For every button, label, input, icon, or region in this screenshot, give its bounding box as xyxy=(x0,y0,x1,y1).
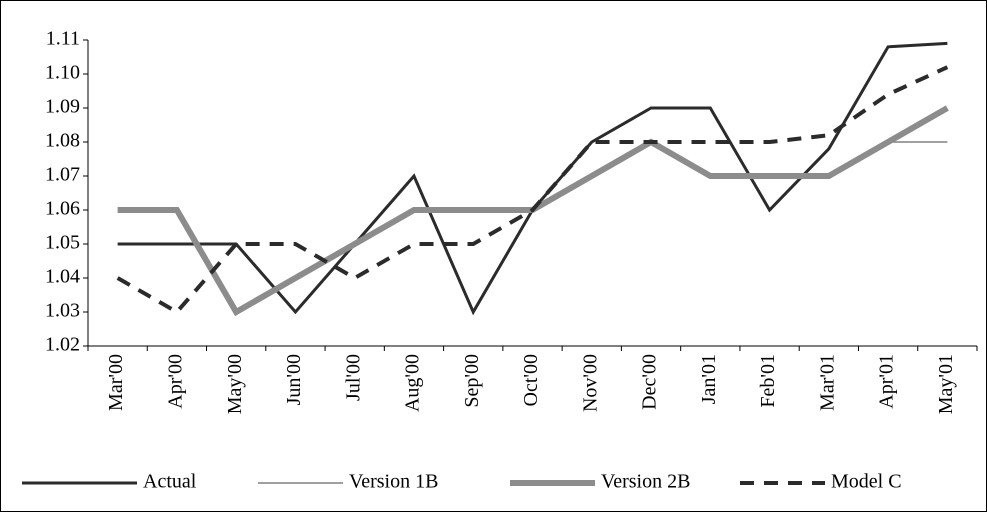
series-line xyxy=(116,65,949,315)
y-tick-label: 1.04 xyxy=(45,266,80,288)
x-tick-label: Aug'00 xyxy=(402,354,424,412)
y-tick-label: 1.02 xyxy=(45,334,80,356)
y-tick-label: 1.06 xyxy=(45,198,80,220)
x-tick-label: Nov'00 xyxy=(579,354,601,412)
y-tick-label: 1.03 xyxy=(45,300,80,322)
y-tick-label: 1.08 xyxy=(45,130,80,152)
x-tick-label: Jun'00 xyxy=(283,354,305,405)
legend-label: Version 2B xyxy=(601,471,690,493)
legend-label: Model C xyxy=(831,471,902,493)
legend-label: Version 1B xyxy=(349,471,438,493)
x-tick-label: Apr'00 xyxy=(164,354,186,409)
x-tick-label: Mar'00 xyxy=(105,354,127,411)
x-tick-label: Sep'00 xyxy=(461,354,483,408)
x-tick-label: Dec'00 xyxy=(639,354,661,410)
x-tick-label: Jul'00 xyxy=(342,354,364,401)
x-tick-label: Oct'00 xyxy=(520,354,542,406)
x-tick-label: Mar'01 xyxy=(816,354,838,411)
y-tick-label: 1.09 xyxy=(45,96,80,118)
x-tick-label: May'01 xyxy=(935,354,957,414)
x-tick-label: May'00 xyxy=(224,354,246,414)
y-tick-label: 1.07 xyxy=(45,164,80,186)
legend-label: Actual xyxy=(143,471,197,493)
y-tick-label: 1.10 xyxy=(45,62,80,84)
x-tick-label: Apr'01 xyxy=(876,354,898,409)
x-tick-label: Feb'01 xyxy=(757,354,779,408)
y-tick-label: 1.11 xyxy=(46,28,80,50)
y-tick-label: 1.05 xyxy=(45,232,80,254)
x-tick-label: Jan'01 xyxy=(698,354,720,404)
